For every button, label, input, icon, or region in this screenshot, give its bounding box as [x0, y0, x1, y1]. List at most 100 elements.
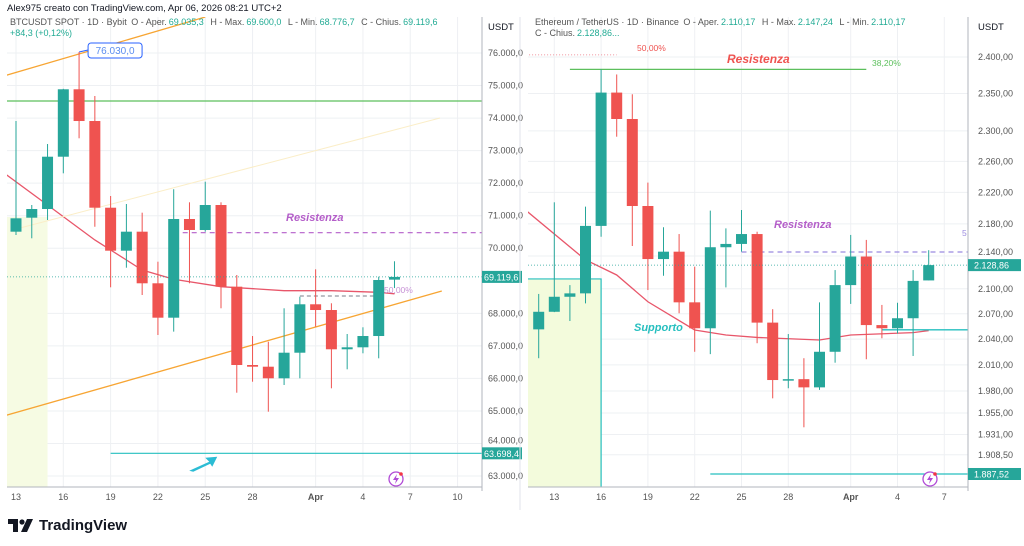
- eth-legend: Ethereum / TetherUS · 1D · Binance O - A…: [535, 17, 960, 39]
- resistance-label-top: Resistenza: [727, 52, 790, 66]
- candle[interactable]: [325, 303, 337, 389]
- candle[interactable]: [798, 358, 810, 428]
- lower-channel-trendline[interactable]: [0, 290, 442, 417]
- high-pair: H - Max. 2.147,24: [762, 17, 835, 27]
- candle[interactable]: [388, 261, 400, 289]
- tradingview-logo-icon: [8, 519, 33, 532]
- candle[interactable]: [57, 88, 69, 174]
- candle[interactable]: [183, 202, 195, 284]
- plot-area[interactable]: Resistenza 50,00% 76.030,0: [0, 17, 482, 487]
- candle[interactable]: [89, 95, 101, 227]
- candle[interactable]: [595, 69, 607, 237]
- candle[interactable]: [751, 231, 763, 344]
- plot-area[interactable]: 50,00% Resistenza 38,20% Resistenza 5 Support…: [523, 17, 968, 487]
- candle[interactable]: [152, 261, 164, 336]
- candle[interactable]: [357, 327, 369, 354]
- candle-body: [720, 243, 732, 248]
- y-tick-label: 2.350,00: [978, 89, 1013, 99]
- low-label: L - Min.: [839, 17, 870, 27]
- y-tick-label: 2.100,00: [978, 284, 1013, 294]
- eth-symbol[interactable]: Ethereum / TetherUS · 1D · Binance: [535, 17, 679, 27]
- candle[interactable]: [168, 189, 180, 332]
- close-label: C - Chius.: [361, 17, 402, 27]
- fib-50-label: 50,00%: [384, 285, 413, 295]
- candle[interactable]: [860, 239, 872, 360]
- last-price-tag-label: 69.119,6: [484, 272, 518, 282]
- candle-body: [57, 89, 69, 157]
- candle[interactable]: [782, 334, 794, 389]
- candle[interactable]: [736, 209, 747, 252]
- candle[interactable]: [136, 212, 148, 296]
- y-tick-label: 67.000,0: [488, 341, 523, 351]
- low-pair: L - Min. 68.776,7: [288, 17, 357, 27]
- y-tick-label: 72.000,0: [488, 178, 523, 188]
- candle-body: [310, 304, 322, 311]
- eth-axis-unit: USDT: [978, 22, 1004, 33]
- candle[interactable]: [310, 269, 322, 327]
- candle-body: [73, 89, 85, 122]
- candle[interactable]: [294, 296, 306, 379]
- lightning-alert-icon[interactable]: [388, 471, 404, 487]
- support-price-tag-label: 1.887,52: [974, 469, 1009, 479]
- y-tick-label: 76.000,0: [488, 48, 523, 58]
- candle-body: [278, 352, 290, 379]
- x-tick-label: 7: [942, 492, 947, 502]
- candle[interactable]: [658, 227, 669, 276]
- candle[interactable]: [845, 234, 857, 304]
- candle[interactable]: [278, 308, 290, 385]
- candle[interactable]: [564, 285, 576, 322]
- y-tick-label: 2.400,00: [978, 52, 1013, 62]
- high-callout-box[interactable]: [87, 42, 143, 59]
- candle-body: [10, 218, 22, 232]
- candle[interactable]: [42, 144, 54, 221]
- candle[interactable]: [923, 250, 935, 281]
- candle[interactable]: [814, 302, 825, 390]
- candle[interactable]: [373, 276, 385, 359]
- y-tick-label: 2.070,00: [978, 309, 1013, 319]
- candle[interactable]: [262, 341, 274, 412]
- candle[interactable]: [26, 205, 38, 239]
- arrow-icon[interactable]: [189, 456, 218, 472]
- candle[interactable]: [341, 333, 353, 370]
- candle[interactable]: [548, 202, 560, 313]
- tradingview-logo[interactable]: TradingView: [8, 517, 127, 534]
- candle-body: [923, 265, 935, 281]
- candle[interactable]: [907, 270, 919, 356]
- open-label: O - Aper.: [131, 17, 167, 27]
- candle[interactable]: [720, 228, 732, 288]
- candle-body: [42, 156, 54, 210]
- last-price-tag: [968, 259, 1021, 272]
- x-tick-label: 22: [690, 492, 700, 502]
- high-callout-label: 76.030,0: [96, 46, 135, 57]
- candle[interactable]: [105, 195, 117, 288]
- lightning-alert-icon[interactable]: [922, 471, 938, 487]
- candle[interactable]: [533, 293, 545, 359]
- close-pair: C - Chius. 2.128,86...: [535, 28, 622, 38]
- x-tick-label: 4: [895, 492, 900, 502]
- candle-body: [247, 365, 259, 367]
- candle[interactable]: [215, 202, 227, 309]
- x-tick-label: 4: [360, 492, 365, 502]
- candle[interactable]: [767, 309, 779, 399]
- candle[interactable]: [10, 121, 22, 236]
- candle[interactable]: [73, 52, 85, 139]
- btc-symbol[interactable]: BTCUSDT SPOT · 1D · Bybit: [10, 17, 127, 27]
- candle[interactable]: [892, 302, 903, 334]
- candle[interactable]: [580, 206, 591, 304]
- candle[interactable]: [876, 304, 888, 339]
- candle[interactable]: [704, 210, 716, 355]
- candle[interactable]: [642, 182, 654, 291]
- candle[interactable]: [611, 74, 623, 137]
- candle-body: [199, 205, 211, 230]
- candle[interactable]: [199, 181, 211, 232]
- x-tick-label: 25: [200, 492, 210, 502]
- candle[interactable]: [626, 94, 638, 247]
- candle[interactable]: [689, 266, 701, 352]
- candle[interactable]: [673, 234, 685, 314]
- candle[interactable]: [247, 336, 259, 382]
- candle[interactable]: [231, 274, 243, 393]
- candle[interactable]: [120, 203, 132, 268]
- candle-body: [767, 322, 779, 381]
- candle[interactable]: [829, 270, 841, 363]
